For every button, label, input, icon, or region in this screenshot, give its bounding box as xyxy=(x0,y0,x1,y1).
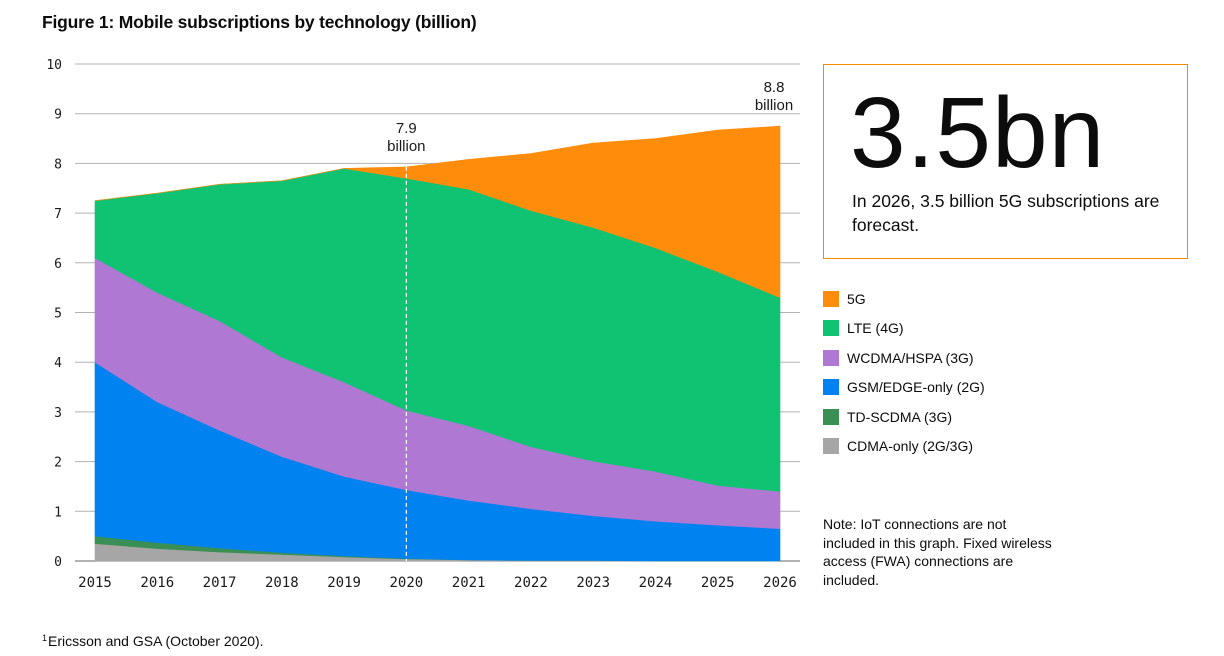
y-tick-label: 0 xyxy=(54,555,62,570)
y-tick-label: 3 xyxy=(54,406,62,421)
footnote-text: Ericsson and GSA (October 2020). xyxy=(48,633,264,649)
area-chart: 0 1 2 3 4 5 6 7 8 9 10 2015 2016 2017 2018 2019 2020 2021… xyxy=(46,58,800,591)
area-series-5g xyxy=(94,125,781,299)
chart-legend: 5G LTE (4G) WCDMA/HSPA (3G) GSM/EDGE-only (… xyxy=(823,284,985,461)
footnote: 1Ericsson and GSA (October 2020). xyxy=(42,633,264,649)
highlight-callout-box: 3.5bn In 2026, 3.5 billion 5G subscripti… xyxy=(823,64,1188,259)
axis-layer: 0 1 2 3 4 5 6 7 8 9 10 2015 2016 2017 2018 2019 2020 2021… xyxy=(46,58,797,591)
legend-label: LTE (4G) xyxy=(847,320,904,337)
annotation-unit-2026: billion xyxy=(755,97,793,114)
legend-swatch xyxy=(823,408,839,425)
legend-item: CDMA-only (2G/3G) xyxy=(823,432,985,462)
x-tick-label: 2026 xyxy=(763,575,797,591)
annotation-unit-2020: billion xyxy=(387,138,425,155)
legend-item: 5G xyxy=(823,284,985,314)
x-tick-label: 2021 xyxy=(452,575,486,591)
x-tick-label: 2025 xyxy=(701,575,735,591)
figure-title: Figure 1: Mobile subscriptions by techno… xyxy=(42,12,477,32)
legend-item: GSM/EDGE-only (2G) xyxy=(823,373,985,403)
legend-item: LTE (4G) xyxy=(823,314,985,344)
legend-label: CDMA-only (2G/3G) xyxy=(847,438,974,455)
y-tick-label: 4 xyxy=(54,356,62,371)
y-tick-label: 8 xyxy=(54,157,62,172)
legend-item: WCDMA/HSPA (3G) xyxy=(823,343,985,373)
legend-label: 5G xyxy=(847,290,866,307)
y-tick-label: 1 xyxy=(54,505,62,520)
x-tick-label: 2018 xyxy=(265,575,299,591)
y-tick-label: 6 xyxy=(54,257,62,272)
legend-swatch xyxy=(823,290,839,307)
highlight-text: In 2026, 3.5 billion 5G subscriptions ar… xyxy=(852,191,1160,235)
annotation-value-2026: 8.8 xyxy=(764,79,785,96)
legend-label: WCDMA/HSPA (3G) xyxy=(847,349,974,366)
x-tick-label: 2022 xyxy=(514,575,548,591)
footnote-marker: 1 xyxy=(42,633,48,643)
y-tick-label: 2 xyxy=(54,456,62,471)
legend-swatch xyxy=(823,320,839,337)
x-tick-label: 2023 xyxy=(576,575,610,591)
y-tick-label: 10 xyxy=(46,58,62,73)
y-tick-label: 7 xyxy=(54,207,62,222)
x-tick-label: 2015 xyxy=(78,575,112,591)
legend-label: TD-SCDMA (3G) xyxy=(847,408,952,425)
area-layer xyxy=(94,125,781,562)
legend-swatch xyxy=(823,379,839,396)
legend-swatch xyxy=(823,349,839,366)
legend-item: TD-SCDMA (3G) xyxy=(823,402,985,432)
y-tick-label: 5 xyxy=(54,307,62,322)
annotation-value-2020: 7.9 xyxy=(396,120,417,137)
chart-note: Note: IoT connections are not included i… xyxy=(823,516,1052,588)
legend-swatch xyxy=(823,438,839,455)
x-tick-label: 2024 xyxy=(639,575,673,591)
x-tick-label: 2017 xyxy=(203,575,237,591)
x-tick-label: 2016 xyxy=(140,575,174,591)
y-tick-label: 9 xyxy=(54,108,62,123)
x-tick-label: 2019 xyxy=(327,575,361,591)
x-tick-label: 2020 xyxy=(390,575,424,591)
highlight-value: 3.5bn xyxy=(850,77,1106,189)
legend-label: GSM/EDGE-only (2G) xyxy=(847,379,985,396)
